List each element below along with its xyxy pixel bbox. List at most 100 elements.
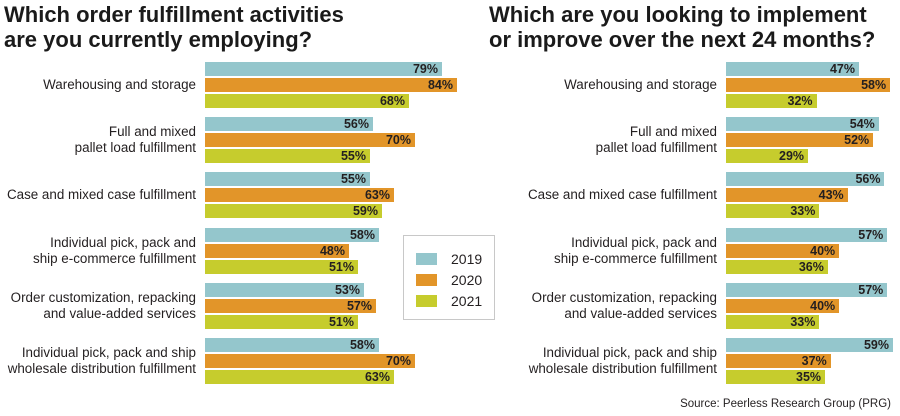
left-bar-value-label: 68% [379,94,405,108]
legend-swatch-2020 [416,274,437,286]
left-bar-value-label: 59% [352,204,378,219]
right-bar-value-label: 54% [849,117,875,132]
left-bar-2021 [205,204,382,219]
right-bar-2020 [726,354,831,368]
left-category-label-line: Full and mixed [108,124,196,140]
right-bar-value-label: 29% [779,149,805,164]
right-bar-2020 [726,78,891,92]
left-bar-2021 [205,370,394,384]
right-bar-value-label: 43% [818,188,844,203]
left-bar-2020 [205,133,415,148]
right-bar-value-label: 57% [858,227,884,242]
left-bar-value-label: 55% [340,172,366,187]
right-category-label: Warehousing and storage [564,77,717,93]
right-category-label-line: pallet load fulfillment [595,140,717,156]
left-category-label-line: wholesale distribution fulfillment [7,361,196,376]
right-bar-2019 [726,62,859,76]
right-bar-value-label: 47% [829,62,855,76]
right-bar-value-label: 58% [861,78,887,92]
left-bar-2019 [205,62,442,76]
legend-item-2021: 2021 [416,293,482,309]
right-chart-title-line-2: or improve over the next 24 months? [489,27,876,52]
left-bar-2019 [205,338,379,352]
right-bar-value-label: 33% [790,204,816,219]
right-bar-2020 [726,243,840,258]
legend-item-2020: 2020 [416,272,482,288]
left-category-label-line: Individual pick, pack and ship [21,345,196,360]
left-bar-2020 [205,354,415,368]
right-category-label-line: Individual pick, pack and ship [542,345,717,360]
left-category-label-line: pallet load fulfillment [74,140,196,156]
left-bar-2021 [205,314,358,329]
right-category-label-line: Warehousing and storage [564,77,717,92]
right-bar-2021 [726,149,809,164]
legend-label-2020: 2020 [451,272,483,288]
left-bar-value-label: 70% [385,354,411,368]
right-bar-2019 [726,282,888,297]
right-bar-value-label: 57% [858,282,884,297]
right-bar-value-label: 56% [855,172,881,187]
left-chart-title: Which order fulfillment activities are y… [4,2,344,52]
right-category-label-line: Individual pick, pack and [571,234,717,250]
right-bar-2020 [726,133,874,148]
right-category-label-line: Order customization, repacking [531,289,717,305]
left-bar-value-label: 63% [364,188,390,203]
legend-item-2019: 2019 [416,251,482,267]
right-bar-value-label: 37% [801,354,827,368]
legend-swatch-2019 [416,253,437,265]
left-bar-2020 [205,78,457,92]
left-bar-2021 [205,149,370,164]
left-bar-value-label: 58% [349,338,375,352]
left-category-label-line: Warehousing and storage [43,77,196,92]
right-bar-value-label: 35% [796,370,822,384]
left-bar-value-label: 57% [346,298,372,313]
right-bar-2019 [726,117,879,132]
left-bar-value-label: 79% [412,62,438,76]
right-bar-value-label: 33% [790,314,816,329]
left-bar-2021 [205,94,409,108]
legend-label-2021: 2021 [451,293,483,309]
left-chart-title-line-2: are you currently employing? [4,27,313,52]
right-bar-value-label: 52% [844,133,870,148]
right-category-label-line: Case and mixed case fulfillment [527,187,717,203]
right-bar-2021 [726,259,828,274]
left-bar-value-label: 55% [340,149,366,164]
left-category-label: Warehousing and storage [43,77,196,93]
right-bar-2019 [726,227,888,242]
right-category-label: Case and mixed case fulfillment [528,187,717,203]
left-chart-title-line-1: Which order fulfillment activities [4,2,344,27]
left-category-label: Full and mixed pallet load fulfillment [75,124,196,156]
left-bar-2019 [205,282,364,297]
right-bar-value-label: 32% [787,94,813,108]
left-category-label-line: Case and mixed case fulfillment [6,187,196,203]
left-bar-value-label: 84% [427,78,453,92]
left-category-label-line: and value-added services [43,305,196,321]
right-bar-2021 [726,94,817,108]
left-bar-value-label: 51% [328,314,354,329]
left-category-label: Individual pick, pack and ship e-commerce… [33,235,196,267]
right-category-label: Order customization, repacking and value-… [532,290,717,322]
left-bar-value-label: 58% [349,227,375,242]
legend: 2019 2020 2021 [403,235,495,320]
left-bar-value-label: 48% [319,243,345,258]
right-chart-title-line-1: Which are you looking to implement [489,2,867,27]
left-category-label: Order customization, repacking and value-… [11,290,196,322]
right-bar-2019 [726,172,885,187]
right-bar-value-label: 40% [810,298,836,313]
right-category-label-line: ship e-commerce fulfillment [554,250,717,266]
right-bar-2021 [726,370,826,384]
left-bar-2021 [205,259,358,274]
left-bar-2020 [205,298,376,313]
right-bar-2020 [726,188,848,203]
right-category-label: Individual pick, pack and ship wholesale … [529,345,717,377]
right-category-label-line: and value-added services [564,305,717,321]
right-category-label-line: wholesale distribution fulfillment [528,361,717,376]
left-bar-value-label: 63% [364,370,390,384]
right-bar-2020 [726,298,840,313]
legend-swatch-2021 [416,295,437,307]
left-bar-2020 [205,243,349,258]
right-chart-title: Which are you looking to implement or im… [489,2,875,52]
left-bar-2019 [205,117,373,132]
left-category-label: Individual pick, pack and ship wholesale … [8,345,196,377]
right-bar-2021 [726,204,820,219]
